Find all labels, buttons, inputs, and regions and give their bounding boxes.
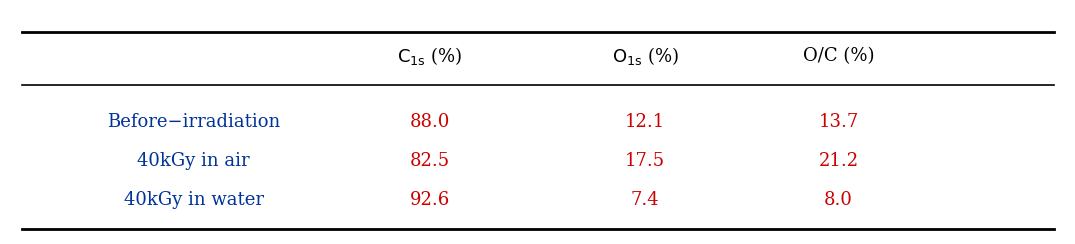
Text: 40kGy in air: 40kGy in air: [138, 152, 249, 170]
Text: $\mathrm{O_{1s}}$ (%): $\mathrm{O_{1s}}$ (%): [612, 45, 678, 67]
Text: 21.2: 21.2: [818, 152, 859, 170]
Text: 17.5: 17.5: [625, 152, 665, 170]
Text: 82.5: 82.5: [410, 152, 450, 170]
Text: 7.4: 7.4: [631, 191, 659, 209]
Text: $\mathrm{C_{1s}}$ (%): $\mathrm{C_{1s}}$ (%): [398, 45, 462, 67]
Text: 40kGy in water: 40kGy in water: [124, 191, 263, 209]
Text: 12.1: 12.1: [625, 113, 665, 131]
Text: 92.6: 92.6: [410, 191, 450, 209]
Text: 88.0: 88.0: [410, 113, 450, 131]
Text: 13.7: 13.7: [818, 113, 859, 131]
Text: 8.0: 8.0: [825, 191, 852, 209]
Text: Before−irradiation: Before−irradiation: [106, 113, 281, 131]
Text: O/C (%): O/C (%): [803, 47, 874, 65]
